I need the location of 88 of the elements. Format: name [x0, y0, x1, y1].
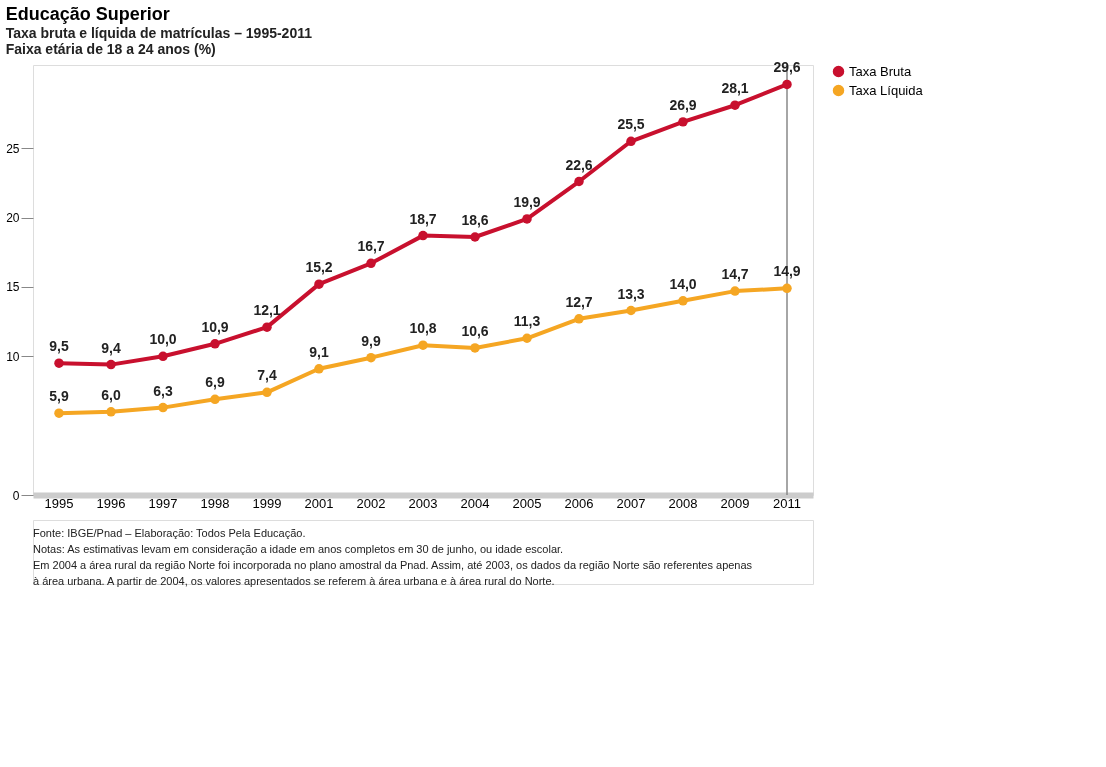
- chart-title: Educação Superior: [5, 4, 170, 25]
- point: [314, 364, 324, 374]
- x-tick-label: 2003: [408, 495, 438, 511]
- chart-subtitle: Taxa bruta e líquida de matrículas – 1995-2011 Faixa etária de 18 a 24 anos (%): [5, 25, 313, 58]
- point: [522, 333, 532, 343]
- point: [678, 296, 688, 306]
- point: [782, 283, 792, 294]
- x-tick-label: 2005: [512, 495, 542, 511]
- point: [106, 359, 116, 370]
- point: [366, 352, 376, 363]
- point: [522, 214, 532, 224]
- point: [106, 407, 116, 417]
- y-tick-label: 25: [6, 141, 20, 156]
- point: [314, 279, 324, 289]
- x-tick-label: 1998: [200, 495, 230, 511]
- x-tick-label: 2006: [564, 495, 594, 511]
- data-label: 19,9: [513, 193, 541, 210]
- source-note: Fonte: IBGE/Pnad – Elaboração: Todos Pela Educação.: [33, 527, 306, 539]
- x-tick-label: 1997: [148, 495, 178, 511]
- data-label: 9,9: [361, 332, 381, 349]
- y-tick-label: 15: [6, 280, 20, 295]
- data-label: 6,0: [101, 386, 121, 403]
- x-tick-label: 2008: [668, 495, 698, 511]
- data-label: 14,7: [721, 266, 749, 283]
- legend-label: Taxa Líquida: [849, 82, 924, 98]
- x-tick-label: 1999: [252, 495, 282, 511]
- point: [418, 230, 428, 241]
- data-label: 9,5: [49, 338, 69, 355]
- point: [782, 79, 792, 90]
- x-tick-label: 2009: [720, 495, 750, 511]
- data-label: 9,1: [309, 343, 329, 360]
- data-label: 12,1: [253, 302, 281, 319]
- x-tick-label: 1996: [96, 495, 126, 511]
- data-label: 29,6: [773, 59, 801, 76]
- point: [730, 100, 740, 110]
- data-label: 10,8: [409, 320, 437, 337]
- data-label: 22,6: [565, 156, 593, 173]
- data-label: 11,3: [513, 313, 541, 330]
- text: à área urbana. A partir de 2004, os valores apresentados se referem à área urbana e à área rural do Norte.: [33, 575, 555, 587]
- text: Em 2004 a área rural da região Norte foi incorporada no plano amostral da Pnad. Assim, até 2003, os dados da região Norte são referentes apenas: [33, 559, 753, 571]
- data-label: 9,4: [101, 339, 121, 356]
- data-label: 10,6: [461, 322, 489, 339]
- data-label: 6,3: [153, 382, 173, 399]
- point: [262, 322, 272, 332]
- point: [626, 136, 636, 147]
- data-label: 10,0: [149, 331, 177, 348]
- point: [54, 358, 64, 368]
- data-label: 12,7: [565, 293, 593, 310]
- point: [574, 176, 584, 187]
- data-label: 15,2: [305, 259, 333, 276]
- data-label: 6,9: [205, 374, 225, 391]
- point: [470, 343, 480, 353]
- data-label: 28,1: [721, 80, 749, 97]
- point: [54, 408, 64, 418]
- data-label: 7,4: [257, 367, 277, 384]
- x-tick-label: 2011: [773, 495, 801, 511]
- y-tick-label: 10: [6, 349, 20, 364]
- data-label: 13,3: [617, 285, 645, 302]
- data-label: 14,0: [669, 275, 697, 292]
- x-tick-label: 2002: [356, 495, 386, 511]
- legend-label: Taxa Bruta: [849, 63, 912, 79]
- data-label: 10,9: [201, 318, 229, 335]
- text: Notas: As estimativas levam em consideração a idade em anos completos em 30 de junho, ou idade escolar.: [33, 543, 564, 555]
- point: [210, 339, 220, 349]
- data-label: 18,7: [409, 210, 437, 227]
- data-label: 16,7: [357, 238, 385, 255]
- x-tick-label: 2001: [304, 495, 334, 511]
- data-label: 14,9: [773, 263, 801, 280]
- x-tick-label: 2004: [460, 495, 490, 511]
- x-tick-label: 2007: [616, 495, 646, 511]
- point: [418, 340, 428, 350]
- point: [262, 387, 272, 398]
- point: [678, 117, 688, 127]
- data-label: 18,6: [461, 212, 489, 228]
- point: [158, 402, 168, 413]
- point: [626, 305, 636, 316]
- data-label: 26,9: [669, 96, 697, 113]
- point: [158, 351, 168, 362]
- point: [210, 394, 220, 405]
- point: [470, 232, 480, 242]
- point: [730, 286, 740, 296]
- point: [366, 258, 376, 269]
- y-tick-label: 0: [12, 488, 20, 503]
- point: [574, 314, 584, 324]
- data-label: 5,9: [49, 388, 69, 405]
- x-tick-label: 1995: [44, 495, 74, 511]
- data-label: 25,5: [617, 116, 645, 133]
- y-tick-label: 20: [6, 211, 20, 226]
